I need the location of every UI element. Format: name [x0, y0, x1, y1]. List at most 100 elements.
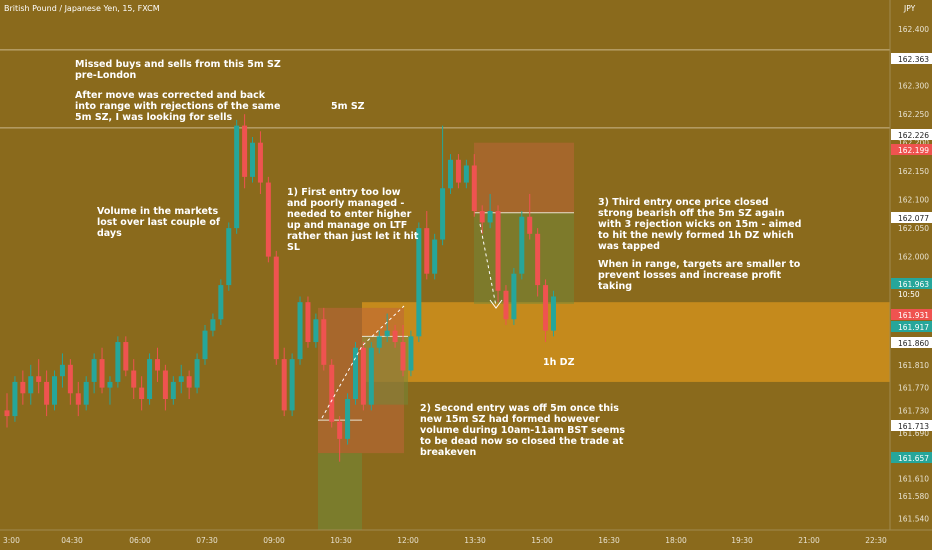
time-tick-label: 18:00 [665, 536, 687, 545]
price-tag-bg [891, 212, 932, 223]
price-tag: 161.657 [898, 454, 929, 463]
candle-body [162, 370, 168, 399]
annotation-text: Volume in the markets [97, 206, 218, 217]
candle-body [424, 228, 430, 274]
bar-countdown: 10:50 [898, 290, 920, 299]
candle-body [543, 285, 549, 331]
price-tick-label: 161.610 [898, 475, 929, 484]
candle-body [226, 228, 232, 286]
candle-body [519, 216, 525, 274]
time-tick-label: 19:30 [731, 536, 753, 545]
annotation-text: rather than just let it hit [287, 231, 419, 242]
price-tick-label: 161.580 [898, 492, 929, 501]
price-tick-label: 161.690 [898, 429, 929, 438]
time-tick-label: 16:30 [598, 536, 620, 545]
candle-body [265, 182, 271, 257]
candle-body [495, 211, 501, 291]
annotation-text: 5m SZ [331, 101, 365, 112]
entry-1-path [321, 305, 405, 419]
time-tick-label: 21:00 [798, 536, 820, 545]
candle-body [273, 256, 279, 360]
price-tick-label: 162.050 [898, 224, 929, 233]
price-tag-bg [891, 309, 932, 320]
candle-body [511, 273, 517, 320]
annotation-text: to hit the newly formed 1h DZ which [598, 230, 794, 241]
candle-body [448, 159, 454, 189]
price-tag-bg [891, 452, 932, 463]
annotations-layer: Missed buys and sells from this 5m SZpre… [75, 59, 801, 458]
price-tick-label: 161.540 [898, 515, 929, 524]
price-tag: 161.917 [898, 323, 929, 332]
candle-body [12, 381, 18, 417]
chart-title: British Pound / Japanese Yen, 15, FXCM [4, 4, 160, 13]
price-tag: 161.713 [898, 422, 929, 431]
candle-body [408, 336, 414, 371]
annotation-text: lost over last couple of [97, 217, 221, 228]
currency-label[interactable]: JPY [903, 4, 916, 13]
candle-body [416, 228, 422, 337]
annotation-text: volume during 10am-11am BST seems [420, 425, 625, 436]
price-tag: 161.931 [898, 311, 929, 320]
annotation-text: was tapped [598, 241, 660, 252]
annotation-text: needed to enter higher [287, 209, 412, 220]
candle-body [194, 359, 200, 388]
candle-body [186, 376, 192, 388]
candle-body [4, 410, 10, 417]
time-tick-label: 04:30 [61, 536, 83, 545]
price-tick-label: 162.000 [898, 253, 929, 262]
time-tick-label: 07:30 [196, 536, 218, 545]
candle-body [432, 239, 438, 274]
entry-3-path [479, 223, 497, 307]
annotation-text: 5m SZ, I was looking for sells [75, 112, 232, 123]
price-tick-label: 162.250 [898, 110, 929, 119]
annotation-text: 1h DZ [543, 357, 575, 368]
candle-body [131, 370, 137, 388]
candle-body [329, 364, 335, 422]
annotation-text: to be dead now so closed the trade at [420, 436, 624, 447]
candle-body [257, 142, 263, 183]
candle-body [345, 399, 351, 439]
price-tag-bg [891, 337, 932, 348]
price-tag-bg [891, 129, 932, 140]
candle-body [154, 359, 160, 371]
annotation-text: up and manage on LTF [287, 220, 407, 231]
price-tick-label: 162.200 [898, 139, 929, 148]
candle-body [305, 302, 311, 343]
price-tag: 161.860 [898, 339, 929, 348]
candle-body [352, 347, 358, 399]
candles-layer [4, 114, 556, 462]
time-axis[interactable]: 3:00 04:30 06:00 07:30 09:00 10:30 12:00 13:30 1… [3, 536, 887, 545]
candle-body [337, 421, 343, 439]
price-tag-bg [891, 53, 932, 64]
price-tick-label: 161.730 [898, 406, 929, 415]
price-tag: 162.363 [898, 55, 929, 64]
price-tick-label: 162.400 [898, 25, 929, 34]
candle-body [123, 342, 129, 371]
candle-body [384, 330, 390, 337]
candle-body [28, 376, 34, 394]
annotation-text: Missed buys and sells from this 5m SZ [75, 59, 281, 70]
time-tick-label: 10:30 [330, 536, 352, 545]
entry-3-risk-zone [474, 142, 574, 213]
candle-body [170, 381, 176, 399]
price-tag-bg [891, 278, 932, 289]
candle-body [59, 364, 65, 377]
entry-3-arrowhead [489, 299, 503, 309]
annotation-text: breakeven [420, 447, 476, 458]
price-tag: 162.077 [898, 214, 929, 223]
candle-body [440, 188, 446, 240]
candle-body [242, 125, 248, 177]
price-tag: 162.199 [898, 146, 929, 155]
candle-body [392, 330, 398, 343]
time-tick-label: 15:00 [531, 536, 553, 545]
price-tag-bg [891, 144, 932, 155]
time-tick-label: 09:00 [263, 536, 285, 545]
candle-body [463, 165, 469, 183]
candle-body [368, 347, 374, 405]
price-tag-bg [891, 420, 932, 431]
candle-body [550, 296, 556, 331]
time-tick-label: 12:00 [397, 536, 419, 545]
candle-body [67, 364, 73, 394]
